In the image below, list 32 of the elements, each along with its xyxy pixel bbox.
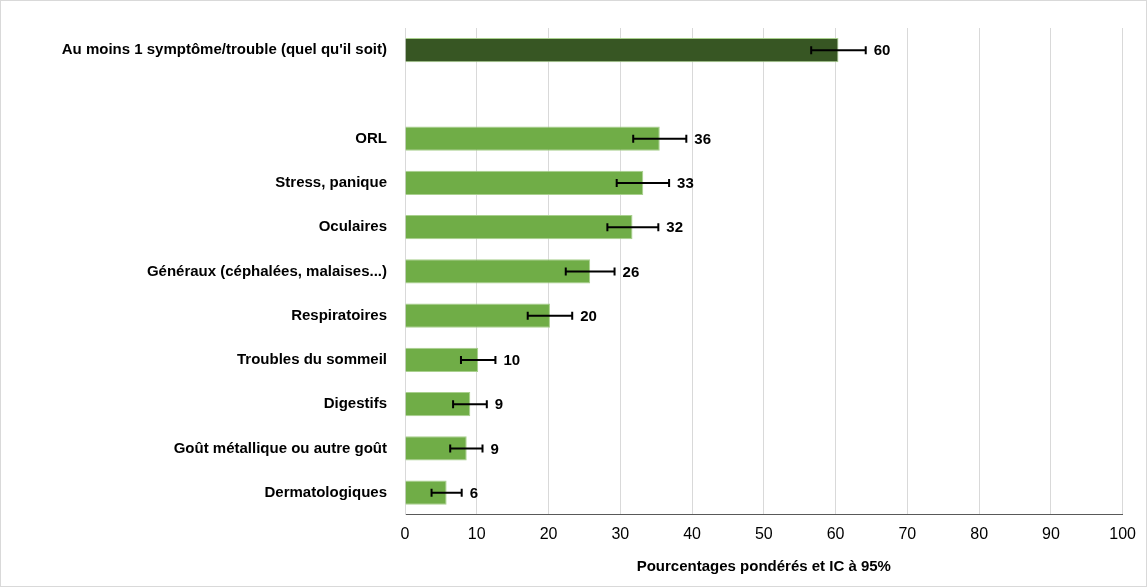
x-tick-label: 80 <box>970 524 989 542</box>
data-label: 36 <box>694 129 712 147</box>
y-tick-label: Oculaires <box>318 217 387 235</box>
x-tick-label: 70 <box>898 524 917 542</box>
y-tick-label: Respiratoires <box>291 305 387 323</box>
y-tick-label: Au moins 1 symptôme/trouble (quel qu'il soit) <box>61 40 387 58</box>
x-tick-label: 20 <box>539 524 558 542</box>
data-label: 60 <box>873 41 891 59</box>
y-tick-label: Goût métallique ou autre goût <box>173 438 387 456</box>
x-axis-title: Pourcentages pondérés et IC à 95% <box>636 557 891 575</box>
y-tick-label: Digestifs <box>323 394 387 412</box>
y-tick-label: Dermatologiques <box>264 482 387 500</box>
x-tick-label: 90 <box>1041 524 1060 542</box>
data-label: 32 <box>666 218 684 236</box>
data-label: 9 <box>490 439 499 457</box>
x-tick-label: 100 <box>1109 524 1137 542</box>
data-label: 9 <box>494 395 504 413</box>
y-tick-label: Troubles du sommeil <box>236 350 387 368</box>
x-tick-label: 60 <box>826 524 845 542</box>
x-tick-label: 10 <box>467 524 486 542</box>
data-label: 20 <box>580 306 597 324</box>
x-tick-label: 0 <box>400 524 410 542</box>
y-tick-label: Généraux (céphalées, malaises...) <box>146 261 387 279</box>
data-label: 10 <box>503 351 521 369</box>
data-label: 33 <box>677 174 694 192</box>
x-tick-label: 50 <box>754 524 773 542</box>
y-tick-label: Stress, panique <box>275 173 387 191</box>
x-tick-label: 40 <box>683 524 702 542</box>
data-label: 26 <box>622 262 640 280</box>
y-tick-label: ORL <box>355 128 387 146</box>
x-tick-label: 30 <box>611 524 630 542</box>
data-label: 6 <box>469 483 479 501</box>
